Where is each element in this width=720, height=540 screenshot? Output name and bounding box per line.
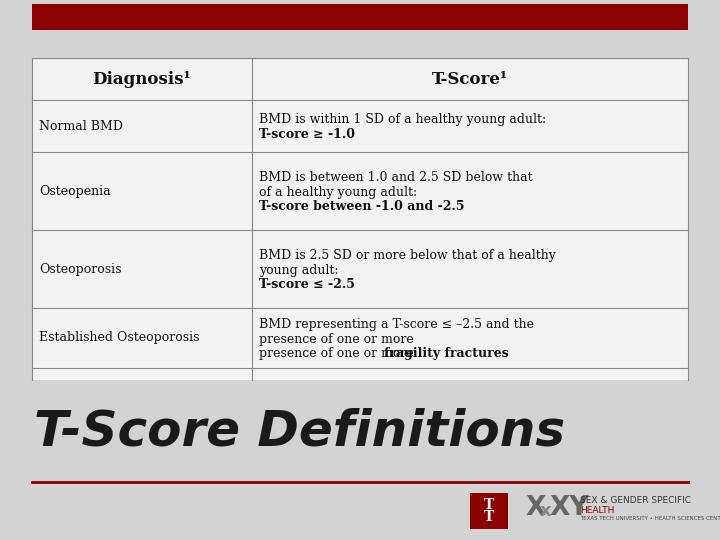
Text: Established Osteoporosis: Established Osteoporosis — [39, 332, 199, 345]
Text: Osteoporosis: Osteoporosis — [39, 262, 122, 275]
Text: BMD is between 1.0 and 2.5 SD below that: BMD is between 1.0 and 2.5 SD below that — [259, 171, 533, 184]
Text: presence of one or more: presence of one or more — [259, 347, 418, 360]
Text: X: X — [525, 495, 545, 521]
Text: Normal BMD: Normal BMD — [39, 119, 123, 132]
Text: T-score between -1.0 and -2.5: T-score between -1.0 and -2.5 — [259, 200, 464, 213]
Text: T-Score¹: T-Score¹ — [432, 71, 508, 87]
Text: T-score ≥ -1.0: T-score ≥ -1.0 — [259, 128, 355, 141]
Text: Osteopenia: Osteopenia — [39, 185, 111, 198]
Text: BMD is 2.5 SD or more below that of a healthy: BMD is 2.5 SD or more below that of a he… — [259, 249, 556, 262]
Text: fragility fractures: fragility fractures — [384, 347, 509, 360]
Text: XY: XY — [550, 495, 590, 521]
Text: presence of one or more: presence of one or more — [259, 333, 418, 346]
Bar — [32, 4, 688, 30]
Text: SEX & GENDER SPECIFIC: SEX & GENDER SPECIFIC — [580, 496, 691, 505]
Text: BMD is within 1 SD of a healthy young adult:: BMD is within 1 SD of a healthy young ad… — [259, 113, 546, 126]
Text: T-Score Definitions: T-Score Definitions — [34, 408, 565, 456]
Text: T
T: T T — [484, 497, 494, 524]
Text: HEALTH: HEALTH — [580, 506, 614, 515]
Text: young adult:: young adult: — [259, 264, 338, 276]
Bar — [470, 493, 508, 529]
Text: x: x — [540, 502, 552, 520]
Text: of a healthy young adult:: of a healthy young adult: — [259, 186, 417, 199]
Text: T-score ≤ -2.5: T-score ≤ -2.5 — [259, 278, 355, 291]
Text: Diagnosis¹: Diagnosis¹ — [93, 71, 192, 87]
Text: TEXAS TECH UNIVERSITY • HEALTH SCIENCES CENTER: TEXAS TECH UNIVERSITY • HEALTH SCIENCES … — [580, 516, 720, 521]
Bar — [32, 58, 688, 380]
Text: BMD representing a T-score ≤ –2.5 and the: BMD representing a T-score ≤ –2.5 and th… — [259, 318, 534, 331]
